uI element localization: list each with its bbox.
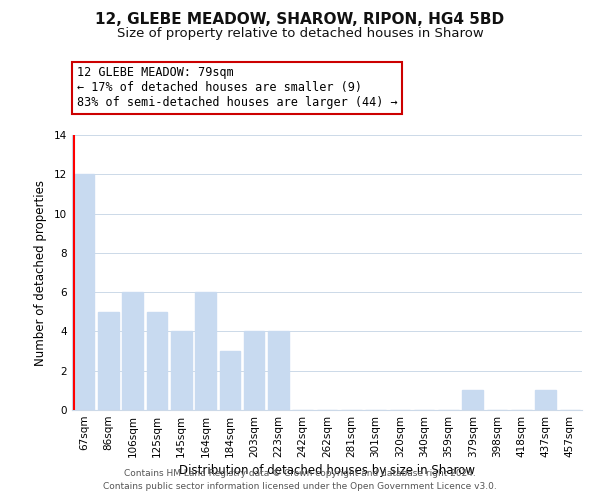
Text: 12, GLEBE MEADOW, SHAROW, RIPON, HG4 5BD: 12, GLEBE MEADOW, SHAROW, RIPON, HG4 5BD [95, 12, 505, 28]
Bar [244, 332, 265, 410]
Bar [74, 174, 94, 410]
Bar [220, 351, 240, 410]
Bar [268, 332, 289, 410]
Bar [463, 390, 483, 410]
Text: 12 GLEBE MEADOW: 79sqm
← 17% of detached houses are smaller (9)
83% of semi-deta: 12 GLEBE MEADOW: 79sqm ← 17% of detached… [77, 66, 398, 110]
Bar [122, 292, 143, 410]
Bar [98, 312, 119, 410]
Y-axis label: Number of detached properties: Number of detached properties [34, 180, 47, 366]
Text: Size of property relative to detached houses in Sharow: Size of property relative to detached ho… [116, 28, 484, 40]
Bar [535, 390, 556, 410]
Text: Contains public sector information licensed under the Open Government Licence v3: Contains public sector information licen… [103, 482, 497, 491]
Bar [195, 292, 216, 410]
X-axis label: Distribution of detached houses by size in Sharow: Distribution of detached houses by size … [179, 464, 475, 477]
Text: Contains HM Land Registry data © Crown copyright and database right 2024.: Contains HM Land Registry data © Crown c… [124, 468, 476, 477]
Bar [146, 312, 167, 410]
Bar [171, 332, 191, 410]
